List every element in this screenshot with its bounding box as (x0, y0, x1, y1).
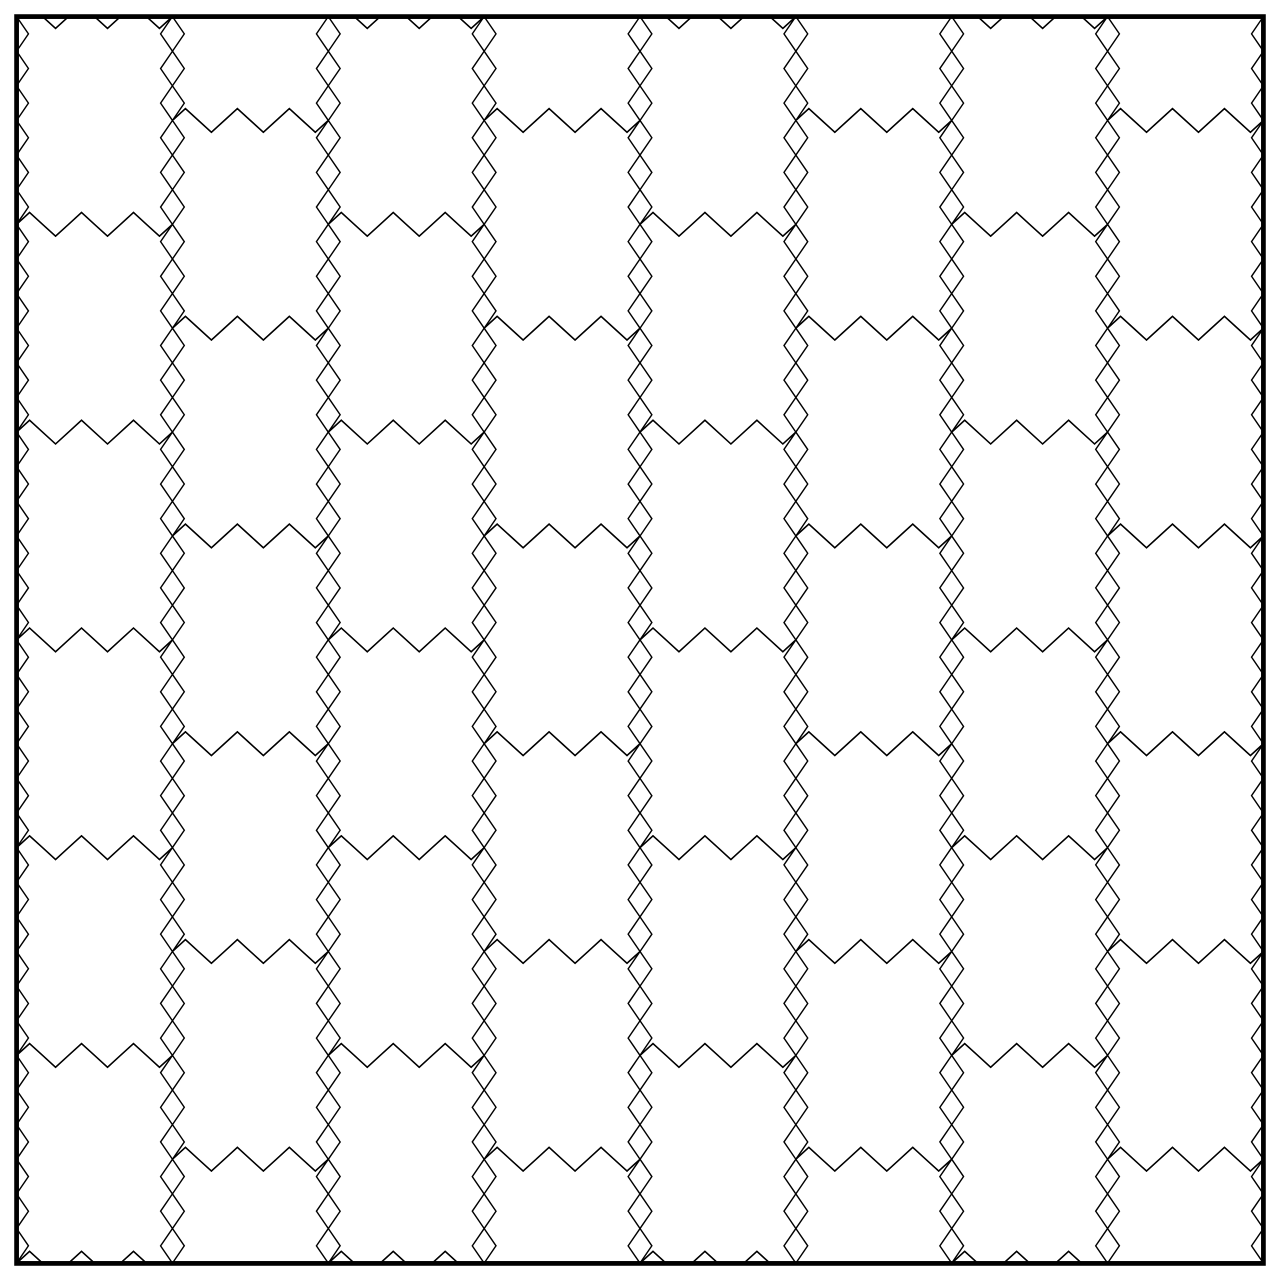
tessellation-diagram (0, 0, 1280, 1280)
tessellation-svg (0, 0, 1280, 1280)
